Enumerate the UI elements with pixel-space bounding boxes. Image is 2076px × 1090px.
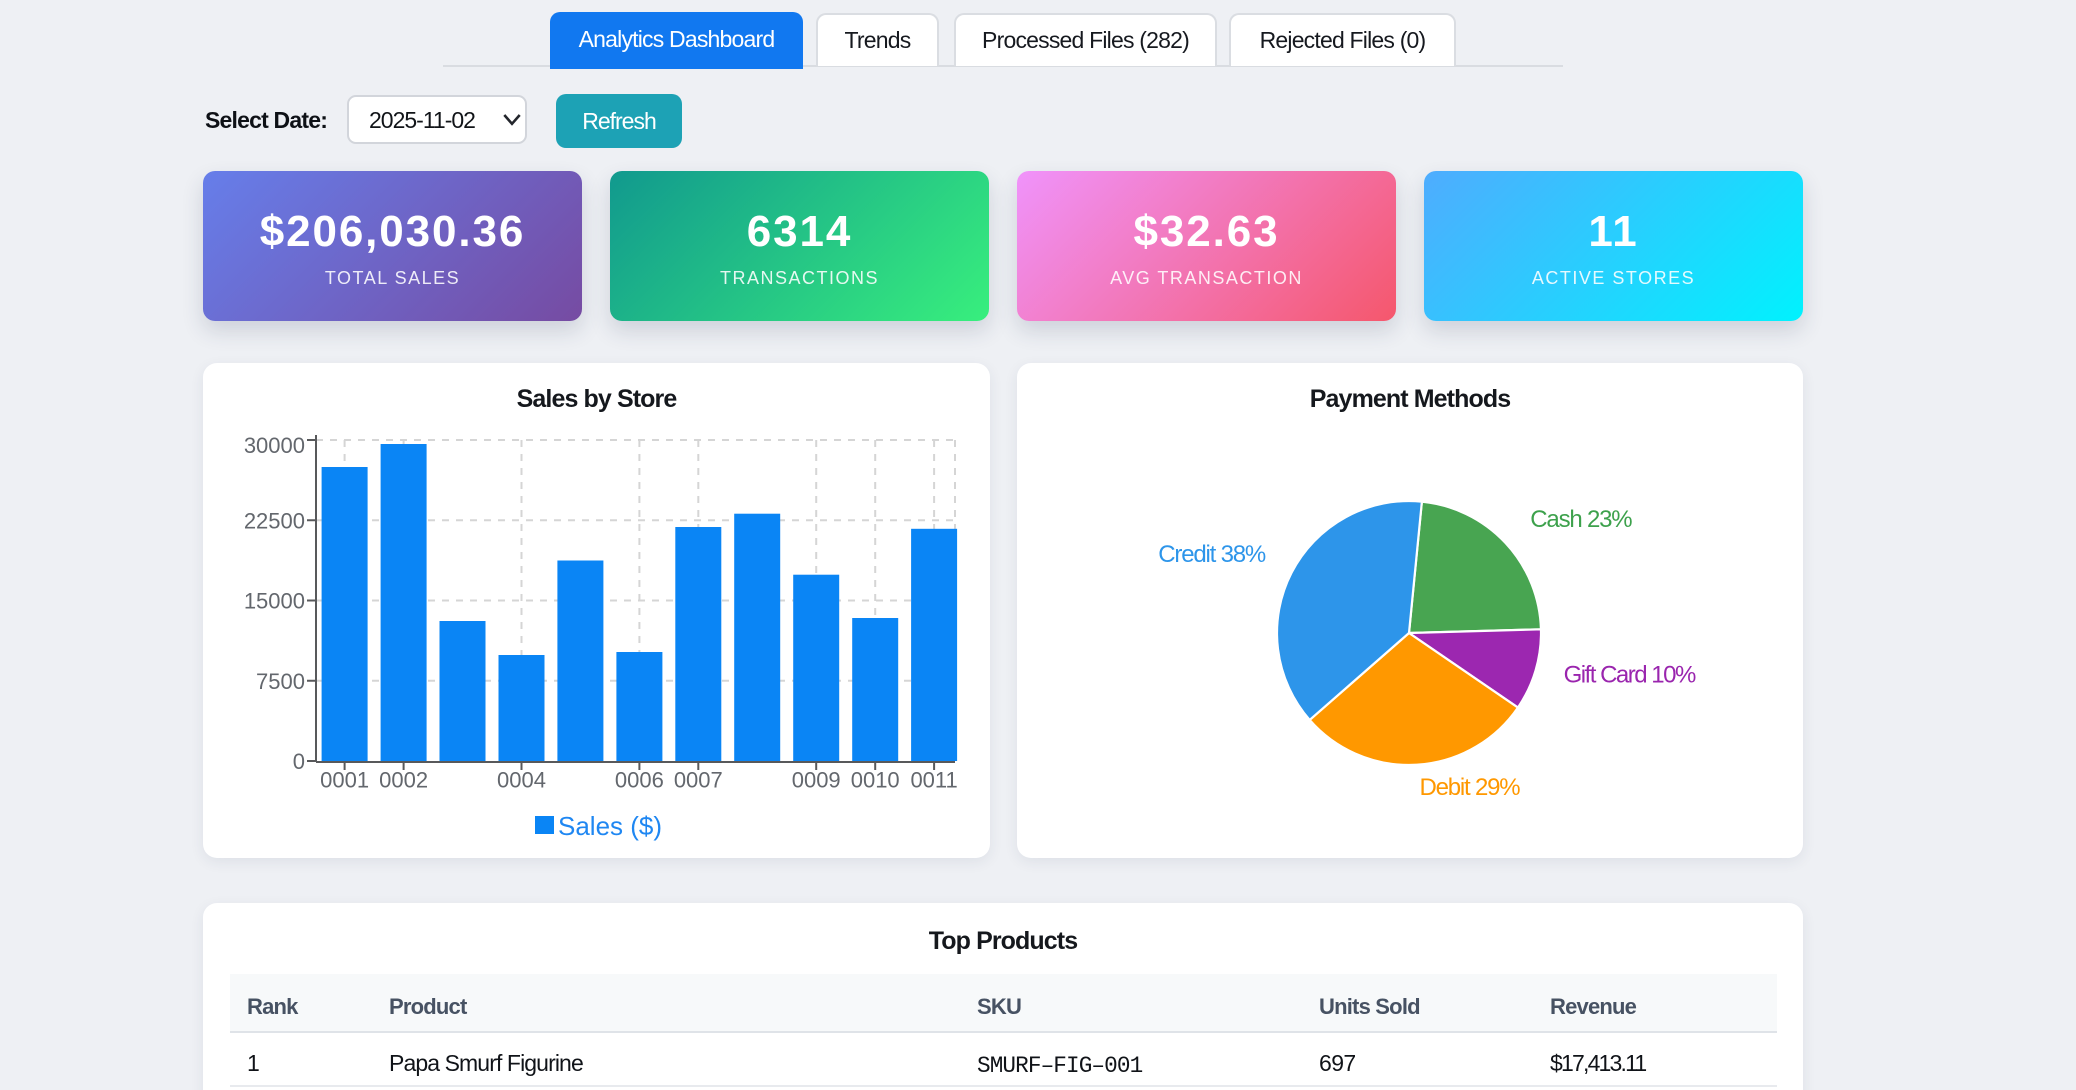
- svg-text:0006: 0006: [615, 768, 664, 793]
- svg-text:7500: 7500: [256, 669, 305, 694]
- svg-text:0001: 0001: [320, 768, 369, 793]
- svg-text:Credit 38%: Credit 38%: [1158, 541, 1266, 568]
- svg-text:0007: 0007: [674, 768, 723, 793]
- svg-text:0010: 0010: [851, 768, 900, 793]
- svg-text:Gift Card 10%: Gift Card 10%: [1564, 662, 1696, 689]
- svg-text:0004: 0004: [497, 768, 546, 793]
- svg-text:0: 0: [293, 749, 305, 774]
- svg-text:30000: 30000: [244, 433, 305, 458]
- svg-text:22500: 22500: [244, 508, 305, 533]
- svg-text:Cash 23%: Cash 23%: [1530, 506, 1632, 533]
- svg-text:15000: 15000: [244, 589, 305, 614]
- svg-text:0002: 0002: [379, 768, 428, 793]
- svg-text:Sales ($): Sales ($): [558, 811, 662, 841]
- svg-text:0009: 0009: [792, 768, 841, 793]
- svg-text:Debit 29%: Debit 29%: [1420, 774, 1521, 801]
- svg-text:0011: 0011: [910, 768, 957, 793]
